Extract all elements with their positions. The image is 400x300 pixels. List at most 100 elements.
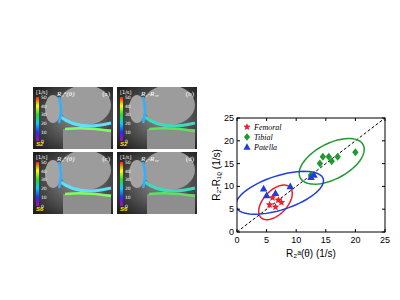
cartilage: [149, 128, 195, 131]
y-tick-label: 20: [224, 136, 234, 146]
cartilage: [145, 182, 195, 191]
x-axis-label: R₂ᵃ(θ) (1/s): [286, 248, 336, 259]
cartilage: [143, 162, 145, 188]
slice-label: S6: [120, 206, 128, 212]
y-tick: [382, 118, 385, 119]
x-tick: [325, 229, 326, 232]
colorbar-tick-label: 50: [41, 160, 47, 165]
y-tick: [382, 209, 385, 210]
colorbar-tick-label: 50: [41, 95, 47, 100]
colorbar-tick-label: 50: [125, 95, 131, 100]
y-tick-label: 25: [224, 113, 234, 123]
data-point: [260, 185, 268, 192]
colorbar-tick-label: 20: [125, 121, 131, 126]
y-tick: [237, 186, 240, 187]
x-tick: [296, 118, 297, 121]
colorbar-tick-label: 30: [41, 177, 47, 182]
slice-label: S2: [36, 141, 44, 147]
y-tick: [237, 232, 240, 233]
data-point: [317, 160, 323, 168]
bone: [63, 129, 111, 149]
cartilage: [61, 182, 111, 191]
x-tick-label: 15: [321, 235, 331, 245]
legend-label: Femoral: [253, 123, 282, 132]
x-tick: [355, 229, 356, 232]
y-tick: [382, 186, 385, 187]
colorbar-tick-label: 20: [41, 121, 47, 126]
confidence-ellipse: [259, 185, 293, 220]
x-tick-label: 10: [291, 235, 301, 245]
plot-frame: [237, 118, 385, 232]
legend-label: Patella: [253, 143, 277, 152]
data-point: [272, 189, 280, 196]
cartilage: [59, 97, 61, 123]
mri-panel: [1/s]01020304050R₂-R₁ᵨ(d)S6: [117, 150, 197, 218]
cartilage: [149, 193, 195, 196]
panel-title: R₂-R₁ᵨ: [140, 90, 159, 98]
anatomy: [45, 152, 111, 214]
x-tick-label: 25: [380, 235, 390, 245]
colorbar-tick-label: 40: [41, 104, 47, 109]
panel-title: R₂-R₁ᵨ: [140, 155, 159, 163]
data-point: [263, 192, 271, 199]
cartilage: [59, 162, 61, 188]
bone: [45, 160, 61, 188]
bone: [63, 194, 111, 214]
colorbar-tick-label: 30: [125, 112, 131, 117]
x-tick: [296, 229, 297, 232]
y-tick-label: 10: [224, 181, 234, 191]
panel-label: (a): [102, 90, 110, 98]
legend-marker: [243, 123, 250, 130]
data-point: [286, 182, 294, 189]
mri-panel: [1/s]01020304050R₂ᵃ(θ)(c)S6: [33, 150, 113, 218]
colorbar: [120, 97, 123, 141]
panel-label: (b): [186, 90, 195, 98]
data-point: [272, 203, 280, 210]
legend-label: Tibial: [254, 133, 273, 142]
x-tick: [266, 118, 267, 121]
panel-title: R₂ᵃ(θ): [56, 155, 75, 163]
panel-title: R₂ᵃ(θ): [56, 90, 75, 98]
data-point: [334, 153, 340, 161]
colorbar-tick-label: 10: [125, 130, 131, 135]
figure: [1/s]01020304050R₂ᵃ(θ)(a)S2[1/s]01020304…: [0, 0, 400, 300]
legend-marker: [243, 143, 250, 149]
slice-label: S6: [36, 206, 44, 212]
data-point: [310, 171, 318, 178]
x-tick: [325, 118, 326, 121]
x-tick-label: 5: [264, 235, 269, 245]
confidence-ellipse: [299, 139, 364, 185]
x-tick: [266, 229, 267, 232]
colorbar-tick-label: 50: [125, 160, 131, 165]
data-point: [329, 157, 335, 165]
colorbar: [36, 97, 39, 141]
colorbar-tick-label: 40: [125, 169, 131, 174]
plot-area: [237, 118, 385, 232]
x-tick-label: 20: [350, 235, 360, 245]
panel-label: (d): [186, 155, 195, 163]
colorbar-tick-label: 20: [125, 186, 131, 191]
legend-marker: [244, 133, 250, 141]
y-tick-label: 5: [229, 204, 234, 214]
mri-panel: [1/s]01020304050R₂ᵃ(θ)(a)S2: [33, 85, 113, 153]
data-point: [266, 201, 274, 208]
y-tick: [382, 232, 385, 233]
legend: FemoralTibialPatella: [243, 123, 282, 152]
y-tick: [237, 209, 240, 210]
y-tick: [237, 140, 240, 141]
y-tick: [382, 140, 385, 141]
y-tick-label: 15: [224, 159, 234, 169]
colorbar: [36, 162, 39, 206]
panel-label: (c): [102, 155, 110, 163]
colorbar-tick-label: 10: [41, 130, 47, 135]
scatter-chart: 05101520250510152025R₂ᵃ(θ) (1/s)R₂-R₁ᵨ (…: [211, 113, 390, 259]
data-point: [352, 148, 358, 156]
colorbar-tick-label: 10: [41, 195, 47, 200]
bone: [45, 95, 61, 123]
y-tick: [382, 163, 385, 164]
anatomy: [129, 152, 195, 214]
identity-line: [237, 118, 385, 232]
data-point: [278, 198, 286, 205]
confidence-ellipse: [237, 171, 323, 214]
slice-label: S2: [120, 141, 128, 147]
